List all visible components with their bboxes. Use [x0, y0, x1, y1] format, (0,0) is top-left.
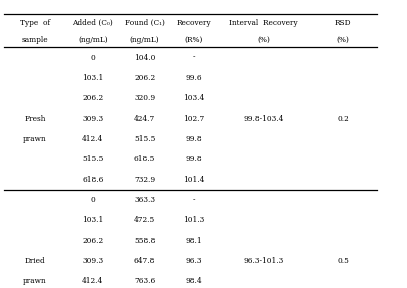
Text: 515.5: 515.5: [134, 135, 155, 143]
Text: Type  of: Type of: [20, 19, 50, 27]
Text: 424.7: 424.7: [134, 115, 155, 123]
Text: 104.0: 104.0: [134, 54, 155, 62]
Text: 101.3: 101.3: [183, 216, 204, 224]
Text: 206.2: 206.2: [82, 94, 103, 102]
Text: 103.1: 103.1: [82, 216, 103, 224]
Text: 412.4: 412.4: [82, 135, 103, 143]
Text: 763.6: 763.6: [134, 277, 155, 285]
Text: 206.2: 206.2: [82, 236, 103, 245]
Text: 0: 0: [90, 54, 95, 62]
Text: Dried: Dried: [24, 257, 45, 265]
Text: -: -: [192, 196, 195, 204]
Text: 412.4: 412.4: [82, 277, 103, 285]
Text: 96.3: 96.3: [185, 257, 202, 265]
Text: Found (C₁): Found (C₁): [125, 19, 164, 27]
Text: 309.3: 309.3: [82, 257, 103, 265]
Text: 98.1: 98.1: [185, 236, 202, 245]
Text: 0: 0: [90, 196, 95, 204]
Text: 99.8: 99.8: [185, 135, 202, 143]
Text: 103.1: 103.1: [82, 74, 103, 82]
Text: 99.6: 99.6: [185, 74, 202, 82]
Text: 99.8: 99.8: [185, 155, 202, 163]
Text: 558.8: 558.8: [134, 236, 155, 245]
Text: (ng/mL): (ng/mL): [78, 36, 107, 44]
Text: 472.5: 472.5: [134, 216, 155, 224]
Text: 0.5: 0.5: [337, 257, 349, 265]
Text: 98.4: 98.4: [185, 277, 202, 285]
Text: prawn: prawn: [23, 135, 47, 143]
Text: prawn: prawn: [23, 277, 47, 285]
Text: 515.5: 515.5: [82, 155, 103, 163]
Text: sample: sample: [22, 36, 48, 44]
Text: -: -: [192, 54, 195, 62]
Text: Added (C₀): Added (C₀): [72, 19, 113, 27]
Text: 103.4: 103.4: [183, 94, 204, 102]
Text: 0.2: 0.2: [337, 115, 349, 123]
Text: Interval  Recovery: Interval Recovery: [229, 19, 298, 27]
Text: 618.6: 618.6: [82, 176, 103, 183]
Text: 101.4: 101.4: [183, 176, 204, 183]
Text: 96.3-101.3: 96.3-101.3: [243, 257, 283, 265]
Text: RSD: RSD: [335, 19, 351, 27]
Text: 363.3: 363.3: [134, 196, 155, 204]
Text: Fresh: Fresh: [24, 115, 46, 123]
Text: 732.9: 732.9: [134, 176, 155, 183]
Text: 102.7: 102.7: [183, 115, 204, 123]
Text: 618.5: 618.5: [134, 155, 155, 163]
Text: 647.8: 647.8: [134, 257, 155, 265]
Text: (%): (%): [337, 36, 350, 44]
Text: Recovery: Recovery: [176, 19, 211, 27]
Text: 99.8-103.4: 99.8-103.4: [243, 115, 284, 123]
Text: (R%): (R%): [184, 36, 203, 44]
Text: (ng/mL): (ng/mL): [130, 36, 160, 44]
Text: 206.2: 206.2: [134, 74, 155, 82]
Text: 309.3: 309.3: [82, 115, 103, 123]
Text: (%): (%): [257, 36, 270, 44]
Text: 320.9: 320.9: [134, 94, 155, 102]
